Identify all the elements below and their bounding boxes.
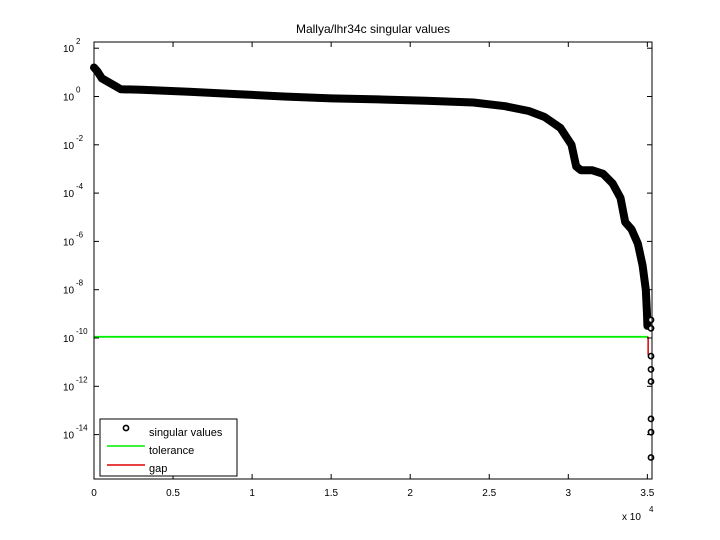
y-tick-label: 10: [63, 431, 75, 442]
legend-label-singular-values: singular values: [149, 427, 223, 439]
singular-value-marker: [647, 352, 655, 360]
singular-value-marker: [647, 324, 655, 332]
y-tick-label: 10: [63, 44, 75, 55]
x-scale-label: x 10: [622, 512, 641, 523]
singular-value-marker: [647, 428, 655, 436]
y-tick-label: 10: [63, 237, 75, 248]
y-tick-exponent: -4: [76, 182, 84, 191]
singular-value-marker: [647, 365, 655, 373]
singular-values-curve: [90, 63, 652, 330]
y-tick-exponent: -14: [76, 424, 88, 433]
y-tick-exponent: -2: [76, 134, 84, 143]
x-tick-label: 0: [91, 488, 97, 499]
x-tick-label: 2.5: [482, 488, 496, 499]
y-tick-label: 10: [63, 93, 75, 104]
x-tick-label: 3.5: [640, 488, 654, 499]
x-scale-multiplier: x 10 4: [622, 505, 654, 523]
plot-area: [90, 63, 655, 461]
singular-value-marker: [647, 454, 655, 461]
y-tick-label: 10: [63, 141, 75, 152]
y-tick-exponent: -8: [76, 279, 84, 288]
x-tick-label: 0.5: [166, 488, 180, 499]
y-tick-exponent: -10: [76, 327, 88, 336]
singular-value-marker: [647, 415, 655, 423]
y-tick-label: 10: [63, 286, 75, 297]
singular-value-marker: [647, 316, 655, 324]
y-tick-exponent: 0: [76, 86, 81, 95]
legend-label-tolerance: tolerance: [149, 445, 194, 457]
axes-frame: [93, 41, 653, 480]
legend-marker-circle-icon: [122, 424, 130, 432]
y-tick-label: 10: [63, 382, 75, 393]
x-tick-label: 1: [249, 488, 255, 499]
x-tick-label: 1.5: [324, 488, 338, 499]
legend: singular values tolerance gap: [99, 418, 238, 477]
y-tick-exponent: -12: [76, 375, 88, 384]
y-tick-label: 10: [63, 189, 75, 200]
legend-label-gap: gap: [149, 463, 167, 475]
singular-value-marker: [647, 378, 655, 385]
x-tick-label: 3: [566, 488, 572, 499]
y-tick-exponent: -6: [76, 230, 84, 239]
chart-title: Mallya/lhr34c singular values: [296, 22, 450, 36]
x-tick-label: 2: [407, 488, 413, 499]
y-tick-exponent: 2: [76, 37, 81, 46]
x-scale-exponent: 4: [649, 505, 654, 514]
x-axis: 0 0.5 1 1.5 2 2.5 3 3.5: [91, 42, 655, 499]
y-tick-label: 10: [63, 334, 75, 345]
